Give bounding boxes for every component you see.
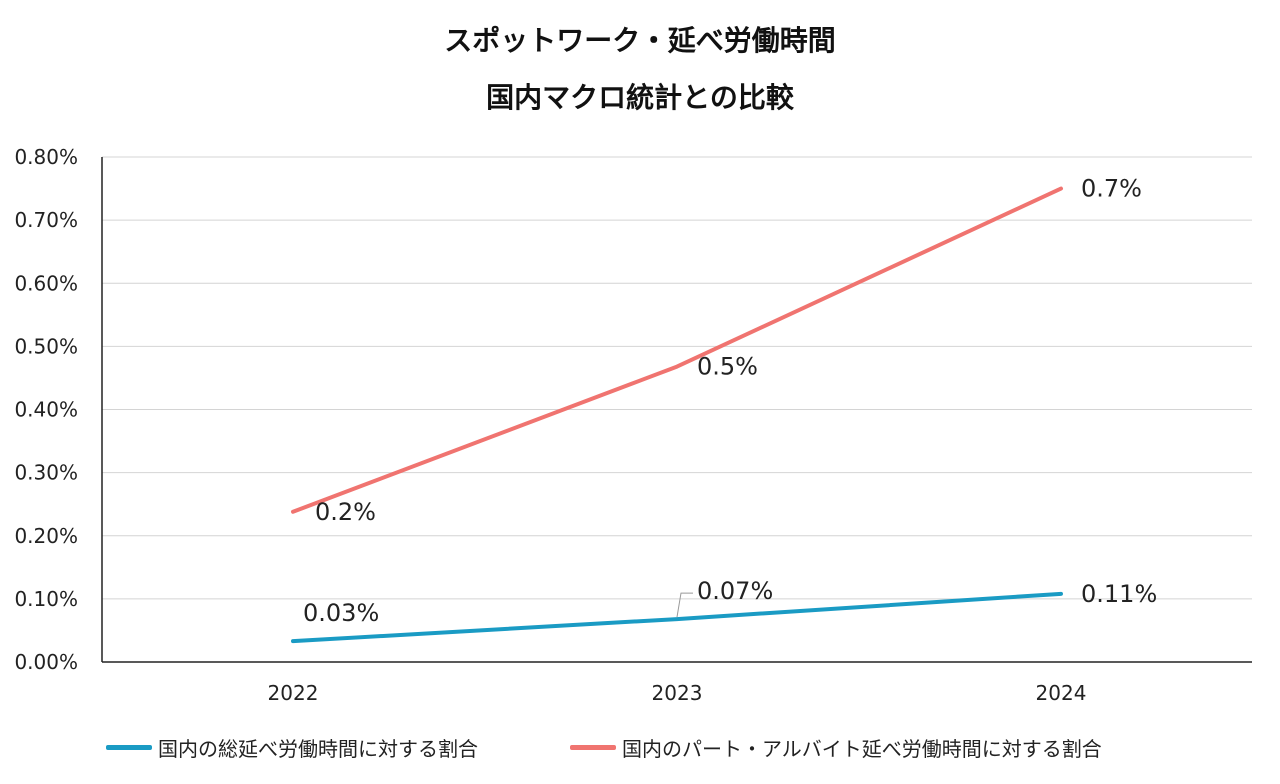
leader-line — [676, 592, 693, 618]
data-labels: 0.03% 0.07% 0.11% 0.2% 0.5% 0.7% — [303, 175, 1157, 628]
data-label: 0.7% — [1081, 175, 1142, 203]
y-axis-ticks: 0.00% 0.10% 0.20% 0.30% 0.40% 0.50% 0.60% 0.70%… — [14, 145, 78, 674]
series-line — [291, 591, 1063, 644]
chart-title: スポットワーク・延べ労働時間 — [444, 24, 836, 57]
gridlines — [102, 156, 1252, 600]
data-label: 0.5% — [697, 353, 758, 381]
series-lines — [291, 186, 1063, 644]
legend: 国内の総延べ労働時間に対する割合 国内のパート・アルバイト延べ労働時間に対する割… — [0, 733, 1280, 761]
data-label: 0.11% — [1081, 580, 1157, 608]
data-label: 0.2% — [315, 498, 376, 526]
y-tick-label: 0.40% — [14, 398, 78, 422]
legend-item-part-time-hours: 国内のパート・アルバイト延べ労働時間に対する割合 — [570, 733, 1102, 762]
x-tick-label: 2022 — [268, 681, 319, 705]
x-tick-label: 2024 — [1036, 681, 1087, 705]
y-tick-label: 0.20% — [14, 524, 78, 548]
y-tick-label: 0.80% — [14, 145, 78, 169]
x-tick-label: 2023 — [652, 681, 703, 705]
legend-label: 国内の総延べ労働時間に対する割合 — [158, 737, 478, 761]
y-tick-label: 0.30% — [14, 461, 78, 485]
y-tick-label: 0.70% — [14, 208, 78, 232]
y-tick-label: 0.10% — [14, 587, 78, 611]
chart-subtitle: 国内マクロ統計との比較 — [486, 81, 794, 114]
y-tick-label: 0.60% — [14, 271, 78, 295]
series-line — [291, 186, 1063, 514]
legend-label: 国内のパート・アルバイト延べ労働時間に対する割合 — [622, 737, 1102, 761]
y-tick-label: 0.00% — [14, 650, 78, 674]
y-tick-label: 0.50% — [14, 334, 78, 358]
legend-item-total-hours: 国内の総延べ労働時間に対する割合 — [106, 733, 478, 762]
legend-swatch — [570, 745, 616, 750]
data-label: 0.03% — [303, 599, 379, 627]
legend-swatch — [106, 745, 152, 750]
x-axis-ticks: 2022 2023 2024 — [268, 681, 1087, 705]
data-label: 0.07% — [697, 577, 773, 605]
